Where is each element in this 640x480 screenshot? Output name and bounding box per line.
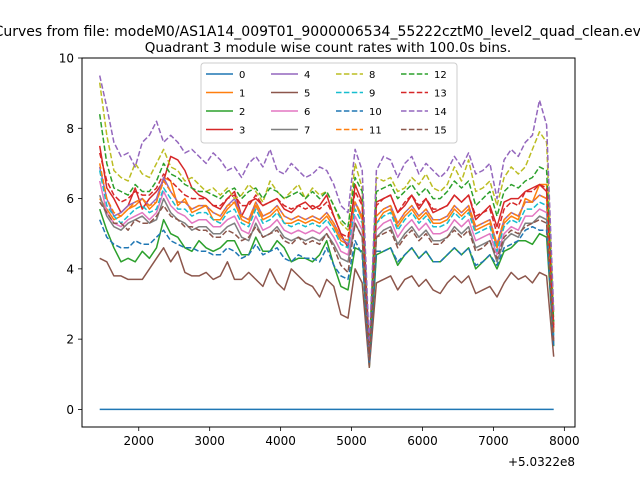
legend-box: [200, 62, 458, 144]
legend-label-7: 7: [304, 126, 310, 137]
legend-label-4: 4: [304, 70, 310, 81]
x-tick-label: 2000: [123, 434, 154, 448]
y-tick-label: 2: [66, 333, 74, 347]
legend-label-9: 9: [369, 89, 375, 100]
series-line-6: [98, 180, 555, 361]
series-line-2: [98, 208, 555, 369]
chart-title: Quadrant 3 module wise count rates with …: [145, 40, 511, 56]
series-layer: [98, 75, 555, 411]
x-tick-label: 4000: [265, 434, 296, 448]
y-tick-label: 0: [66, 403, 74, 417]
series-line-5: [99, 247, 555, 369]
series-line-13: [98, 152, 555, 354]
legend-label-8: 8: [369, 70, 375, 81]
series-line-3: [98, 145, 555, 354]
y-tick-label: 4: [66, 262, 74, 276]
legend-label-12: 12: [434, 70, 447, 81]
y-tick-label: 8: [66, 122, 74, 136]
y-axis: 0 2 4 6 8 10: [59, 52, 82, 417]
legend-label-1: 1: [239, 89, 245, 100]
series-line-12: [98, 114, 555, 354]
legend-label-11: 11: [369, 126, 382, 137]
y-tick-label: 10: [59, 52, 74, 66]
x-offset-label: +5.0322e8: [508, 455, 575, 469]
x-tick-label: 3000: [194, 434, 225, 448]
series-line-10: [99, 219, 555, 365]
x-tick-label: 7000: [478, 434, 509, 448]
series-line-11: [98, 163, 555, 358]
legend-label-0: 0: [239, 70, 245, 81]
legend-label-5: 5: [304, 89, 310, 100]
legend-label-13: 13: [434, 89, 447, 100]
x-axis: 2000 3000 4000 5000 6000 7000 8000: [123, 427, 580, 448]
series-line-8: [98, 82, 555, 354]
x-tick-label: 5000: [336, 434, 367, 448]
x-tick-label: 8000: [549, 434, 580, 448]
legend-label-6: 6: [304, 107, 310, 118]
legend-label-10: 10: [369, 107, 382, 118]
legend-label-3: 3: [239, 126, 245, 137]
legend-label-14: 14: [434, 107, 447, 118]
series-line-9: [98, 170, 555, 358]
legend-label-15: 15: [434, 126, 447, 137]
figure-suptitle: Curves from file: modeM0/AS1A14_009T01_9…: [0, 24, 640, 40]
series-line-15: [99, 201, 555, 361]
y-tick-label: 6: [66, 192, 74, 206]
legend-label-2: 2: [239, 107, 245, 118]
plot-frame: [81, 57, 576, 428]
series-line-14: [98, 75, 555, 347]
x-tick-label: 6000: [407, 434, 438, 448]
